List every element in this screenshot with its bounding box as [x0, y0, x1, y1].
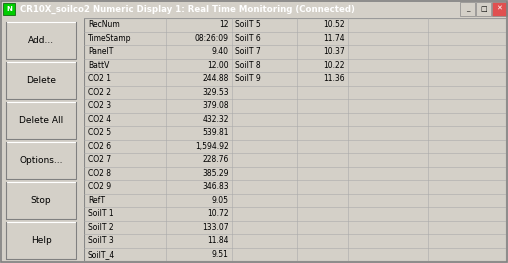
- Text: 379.08: 379.08: [202, 101, 229, 110]
- Text: CO2 8: CO2 8: [88, 169, 111, 178]
- Bar: [476, 2, 491, 16]
- Text: N: N: [6, 6, 12, 12]
- Text: 12: 12: [219, 20, 229, 29]
- Text: CO2 7: CO2 7: [88, 155, 111, 164]
- Text: 10.72: 10.72: [207, 209, 229, 218]
- Text: CO2 5: CO2 5: [88, 128, 111, 137]
- Text: 346.83: 346.83: [202, 182, 229, 191]
- Text: TimeStamp: TimeStamp: [88, 34, 132, 43]
- Text: 385.29: 385.29: [202, 169, 229, 178]
- Text: 228.76: 228.76: [202, 155, 229, 164]
- Text: Delete All: Delete All: [19, 116, 63, 125]
- Bar: [6, 62, 76, 99]
- Text: SoilT 8: SoilT 8: [235, 61, 260, 70]
- Text: SoilT 5: SoilT 5: [235, 20, 261, 29]
- Text: CO2 6: CO2 6: [88, 142, 111, 151]
- Text: SoilT 2: SoilT 2: [88, 223, 114, 232]
- Text: PanelT: PanelT: [88, 47, 113, 56]
- Text: 08:26:09: 08:26:09: [195, 34, 229, 43]
- Text: Options...: Options...: [19, 156, 63, 165]
- Text: SoilT 1: SoilT 1: [88, 209, 114, 218]
- Text: 9.05: 9.05: [212, 196, 229, 205]
- Text: Add...: Add...: [28, 36, 54, 45]
- Text: ✕: ✕: [496, 6, 502, 12]
- Text: 11.36: 11.36: [323, 74, 345, 83]
- Bar: [6, 182, 76, 219]
- Text: SoilT 3: SoilT 3: [88, 236, 114, 245]
- Text: 12.00: 12.00: [207, 61, 229, 70]
- Text: 133.07: 133.07: [202, 223, 229, 232]
- Text: SoilT 9: SoilT 9: [235, 74, 261, 83]
- Text: Delete: Delete: [26, 76, 56, 85]
- Text: 11.84: 11.84: [207, 236, 229, 245]
- Text: CO2 4: CO2 4: [88, 115, 111, 124]
- Bar: [6, 22, 76, 59]
- Text: 329.53: 329.53: [202, 88, 229, 97]
- Text: CO2 3: CO2 3: [88, 101, 111, 110]
- Text: 539.81: 539.81: [202, 128, 229, 137]
- Bar: [6, 222, 76, 259]
- Text: CO2 2: CO2 2: [88, 88, 111, 97]
- Text: RefT: RefT: [88, 196, 105, 205]
- Bar: [6, 22, 76, 59]
- Text: 244.88: 244.88: [202, 74, 229, 83]
- Bar: [6, 222, 76, 259]
- Bar: [3, 3, 15, 15]
- Text: CO2 1: CO2 1: [88, 74, 111, 83]
- Text: _: _: [466, 6, 469, 12]
- Text: BattV: BattV: [88, 61, 109, 70]
- Bar: [6, 62, 76, 99]
- Text: 10.22: 10.22: [323, 61, 345, 70]
- Text: 9.40: 9.40: [212, 47, 229, 56]
- Text: 11.74: 11.74: [323, 34, 345, 43]
- Text: 10.52: 10.52: [323, 20, 345, 29]
- Text: □: □: [480, 6, 487, 12]
- Bar: [6, 102, 76, 139]
- Bar: [6, 142, 76, 179]
- Text: RecNum: RecNum: [88, 20, 120, 29]
- Bar: [492, 2, 507, 16]
- Text: 432.32: 432.32: [202, 115, 229, 124]
- Text: 1,594.92: 1,594.92: [195, 142, 229, 151]
- Text: CR10X_soilco2 Numeric Display 1: Real Time Monitoring (Connected): CR10X_soilco2 Numeric Display 1: Real Ti…: [20, 4, 355, 14]
- Bar: [460, 2, 475, 16]
- Text: 9.51: 9.51: [212, 250, 229, 259]
- Text: SoilT 6: SoilT 6: [235, 34, 261, 43]
- Bar: [6, 102, 76, 139]
- Text: SoilT 7: SoilT 7: [235, 47, 261, 56]
- Text: Stop: Stop: [30, 196, 51, 205]
- Bar: [6, 182, 76, 219]
- Text: Help: Help: [30, 236, 51, 245]
- Text: CO2 9: CO2 9: [88, 182, 111, 191]
- Text: 10.37: 10.37: [323, 47, 345, 56]
- Bar: [6, 142, 76, 179]
- Text: SoilT_4: SoilT_4: [88, 250, 115, 259]
